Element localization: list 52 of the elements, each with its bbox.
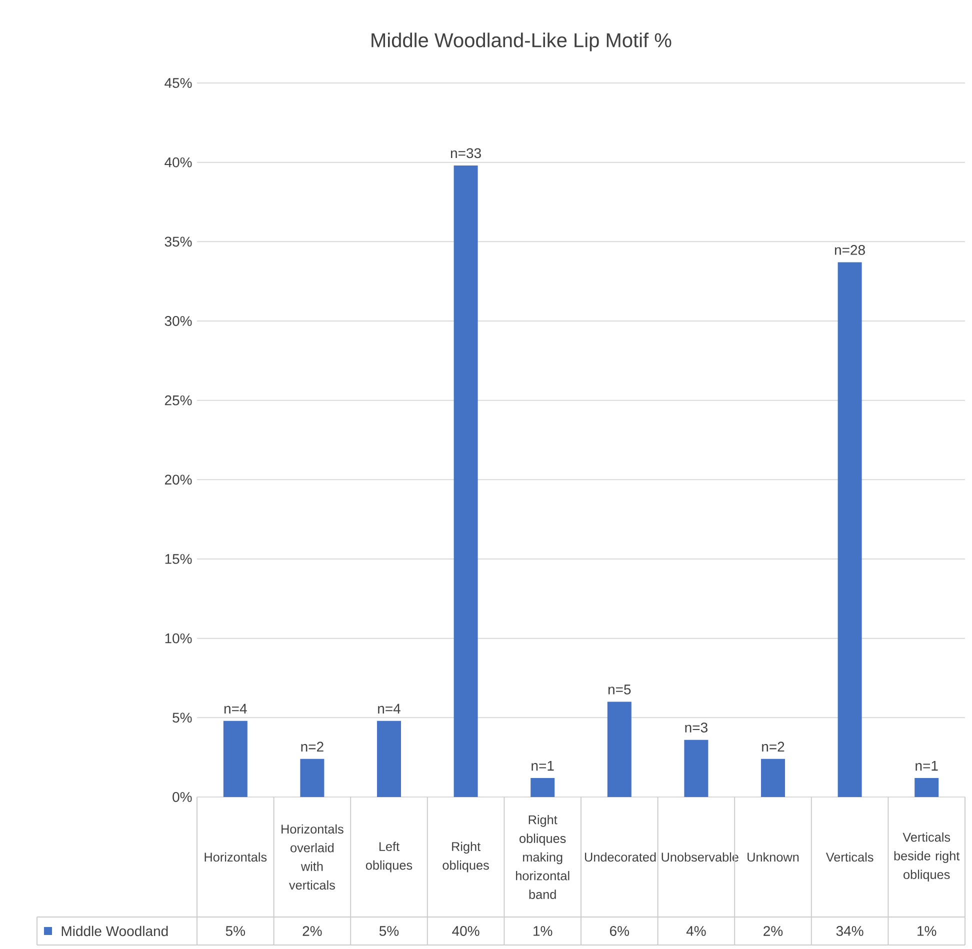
y-tick-label: 10%	[165, 633, 192, 644]
annotation: n=1	[916, 760, 938, 771]
bar	[684, 740, 708, 797]
data-label: 40%	[452, 926, 480, 936]
annotation: n=4	[224, 704, 247, 714]
annotation: n=1	[532, 760, 554, 771]
x-tick-label: Undecorated	[584, 852, 656, 862]
data-label: 34%	[836, 926, 864, 936]
bar	[300, 758, 324, 797]
data-label: 6%	[610, 926, 630, 936]
bar	[914, 778, 939, 797]
y-tick-label: 40%	[164, 157, 192, 168]
y-tick-label: 30%	[164, 316, 192, 326]
chart-title: Middle Woodland-Like Lip Motif %	[372, 32, 672, 52]
bar	[761, 758, 786, 797]
data-label: 2%	[764, 926, 783, 936]
data-label: 2%	[302, 926, 322, 936]
x-tick-label: Unknown	[748, 852, 799, 862]
y-tick-label: 35%	[164, 236, 192, 247]
bar	[223, 720, 248, 797]
annotation: n=28	[834, 245, 865, 255]
annotation: n=4	[378, 704, 400, 714]
annotation: n=2	[301, 742, 324, 752]
data-label: 5%	[226, 926, 246, 936]
x-tick-label: Verticals beside right obliques	[894, 832, 960, 882]
x-tick-label: Horizontals overlaid with verticals	[282, 824, 344, 890]
bar	[454, 166, 478, 797]
bar	[838, 262, 862, 797]
data-label: 1%	[918, 926, 936, 936]
data-label: 5%	[379, 926, 399, 936]
bar	[377, 720, 401, 797]
x-tick-label: Verticals	[826, 852, 874, 862]
bar	[607, 702, 632, 797]
x-tick-label: Right obliques making horizontal band	[516, 815, 570, 899]
annotation: n=2	[762, 742, 784, 752]
annotation: n=33	[450, 148, 481, 158]
y-tick-label: 15%	[165, 554, 192, 564]
legend-label: Middle Woodland	[62, 926, 168, 936]
y-tick-label: 45%	[164, 78, 192, 88]
annotation: n=3	[685, 722, 708, 732]
data-label: 4%	[686, 926, 706, 936]
y-tick-label: 25%	[164, 395, 192, 406]
y-tick-label: 0%	[172, 792, 192, 802]
x-tick-label: Horizontals	[204, 852, 267, 862]
y-tick-label: 5%	[172, 712, 192, 723]
annotation: n=5	[608, 684, 631, 694]
data-label: 1%	[534, 926, 552, 936]
x-tick-label: Left obliques	[366, 842, 412, 872]
y-tick-label: 20%	[164, 474, 192, 485]
bar	[530, 778, 555, 797]
x-tick-label: Unobservable	[662, 852, 738, 862]
x-tick-label: Right obliques	[442, 842, 489, 872]
